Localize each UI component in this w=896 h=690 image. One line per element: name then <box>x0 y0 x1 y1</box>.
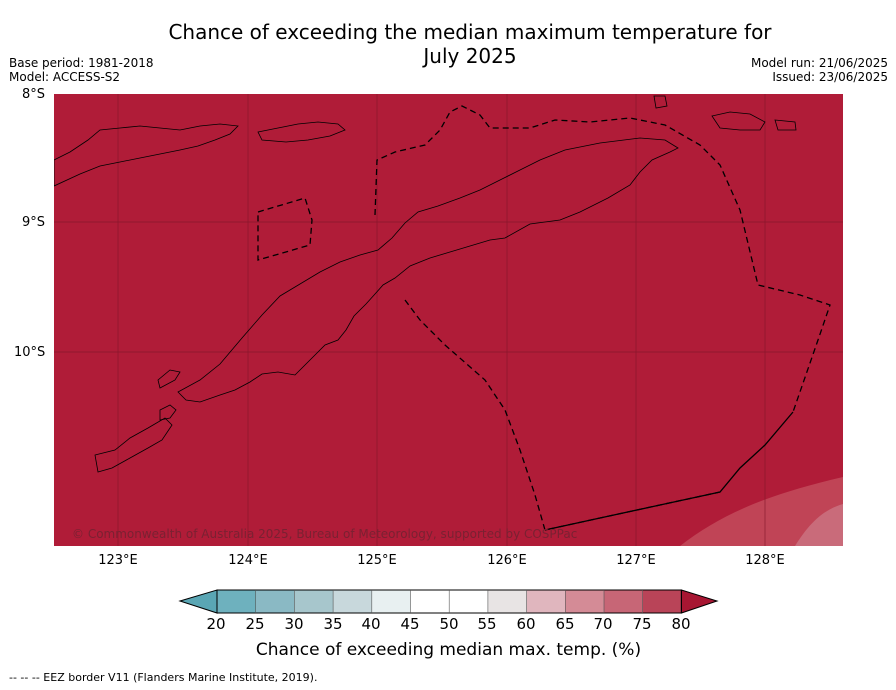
colorbar-tick-40: 40 <box>361 615 381 633</box>
lat-label-8s: 8°S <box>22 87 46 102</box>
map-background <box>54 94 843 546</box>
colorbar-bin-75-80 <box>642 590 682 613</box>
colorbar-tick-25: 25 <box>245 615 265 633</box>
eez-border-north <box>374 105 831 413</box>
colorbar-tick-30: 30 <box>284 615 304 633</box>
colorbar-bin-45-50 <box>410 590 450 613</box>
colorbar-high-extension <box>680 589 719 614</box>
kisar-coastline <box>653 95 668 109</box>
colorbar-tick-50: 50 <box>439 615 459 633</box>
title-line-1: Chance of exceeding the median maximum t… <box>168 20 772 44</box>
lon-label-127e: 127°E <box>616 553 656 568</box>
colorbar-bin-30-35 <box>294 590 334 613</box>
probability-region-70 <box>795 504 843 546</box>
colorbar-bin-60-65 <box>526 590 566 613</box>
timor-coastline <box>177 137 679 403</box>
colorbar-bin-55-60 <box>487 590 527 613</box>
lat-label-9s: 9°S <box>22 215 46 230</box>
colorbar-title: Chance of exceeding median max. temp. (%… <box>255 640 642 660</box>
sawu-island-coastline <box>94 417 173 473</box>
lat-label-10s: 10°S <box>14 345 46 360</box>
base-info: Base period: 1981-2018 Model: ACCESS-S2 <box>9 56 154 84</box>
colorbar-tick-60: 60 <box>516 615 536 633</box>
eez-footnote: -- -- -- EEZ border V11 (Flanders Marine… <box>9 671 318 684</box>
colorbar-bin-50-55 <box>449 590 488 613</box>
colorbar-low-extension <box>178 589 218 614</box>
eez-border-west <box>257 197 313 261</box>
colorbar <box>178 589 719 614</box>
colorbar-bin-70-75 <box>604 590 643 613</box>
alor-coastline <box>257 121 346 143</box>
model-run-date: Model run: 21/06/2025 <box>750 56 888 70</box>
colorbar-bin-40-45 <box>371 590 411 613</box>
colorbar-tick-45: 45 <box>400 615 420 633</box>
flores-coastline <box>54 123 239 187</box>
colorbar-tick-75: 75 <box>632 615 652 633</box>
graticule <box>54 94 843 546</box>
colorbar-dividers <box>255 590 644 613</box>
maritime-boundary-solid <box>544 411 794 531</box>
lon-label-128e: 128°E <box>745 553 785 568</box>
coastlines <box>54 95 797 473</box>
colorbar-tick-70: 70 <box>593 615 613 633</box>
title-line-2: July 2025 <box>423 44 517 68</box>
colorbar-tick-65: 65 <box>555 615 575 633</box>
lon-label-126e: 126°E <box>487 553 527 568</box>
colorbar-bin-25-30 <box>255 590 295 613</box>
lon-label-123e: 123°E <box>98 553 138 568</box>
semau-island-coastline <box>157 369 181 389</box>
leti-coastline <box>774 119 797 131</box>
colorbar-tick-55: 55 <box>477 615 497 633</box>
issued-date: Issued: 23/06/2025 <box>772 70 888 84</box>
rote-island-coastline <box>159 404 177 421</box>
model-name: Model: ACCESS-S2 <box>9 70 121 84</box>
wetar-coastline <box>711 111 766 131</box>
base-period: Base period: 1981-2018 <box>9 56 154 70</box>
chart-title: Chance of exceeding the median maximum t… <box>110 20 830 68</box>
colorbar-bin-65-70 <box>565 590 604 613</box>
colorbar-bin-20-25 <box>217 590 256 613</box>
lon-label-125e: 125°E <box>357 553 397 568</box>
copyright-notice: © Commonwealth of Australia 2025, Bureau… <box>72 527 577 541</box>
colorbar-tick-20: 20 <box>206 615 226 633</box>
run-info: Model run: 21/06/2025 Issued: 23/06/2025 <box>751 56 888 84</box>
colorbar-tick-35: 35 <box>323 615 343 633</box>
lon-label-124e: 124°E <box>228 553 268 568</box>
colorbar-bin-35-40 <box>333 590 372 613</box>
colorbar-tick-80: 80 <box>671 615 691 633</box>
probability-region-75 <box>680 477 843 546</box>
